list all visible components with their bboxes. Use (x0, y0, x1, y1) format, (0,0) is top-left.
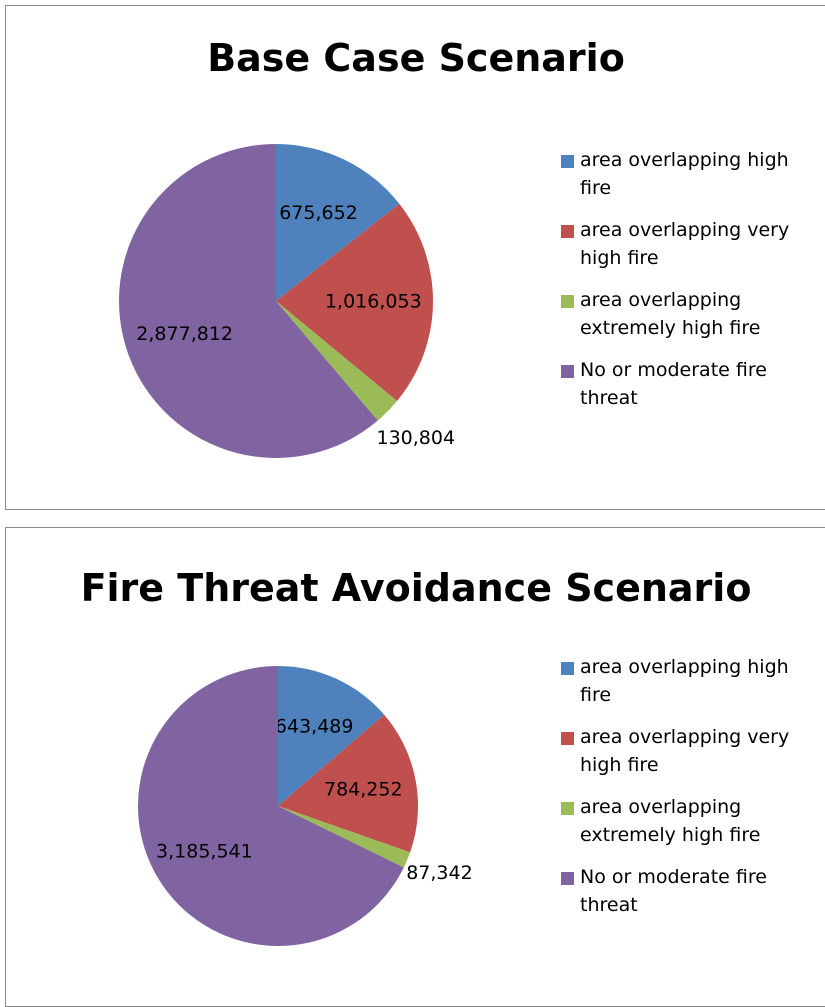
pie-chart: 675,652 1,016,053 130,804 2,877,812 (119, 144, 455, 458)
pie-slice (137, 666, 404, 946)
chart-title: Fire Threat Avoidance Scenario (80, 566, 752, 610)
legend-swatch (561, 295, 574, 308)
legend-label: No or moderate fire threat (580, 866, 767, 916)
legend-swatch (561, 872, 574, 885)
legend-item: No or moderate fire threat (556, 863, 806, 933)
pie-slice (276, 144, 400, 301)
legend-swatch (561, 225, 574, 238)
chart-title: Base Case Scenario (207, 36, 625, 80)
pie-slice (278, 806, 411, 868)
legend-item: area overlapping extremely high fire (556, 286, 806, 356)
pie-slice (276, 301, 398, 421)
legend-label: area overlapping extremely high fire (580, 796, 761, 846)
legend-item: area overlapping very high fire (556, 723, 806, 793)
legend-item: area overlapping high fire (556, 146, 806, 216)
legend-label: No or moderate fire threat (580, 359, 767, 409)
data-label: 3,185,541 (156, 840, 253, 862)
legend-label: area overlapping extremely high fire (580, 289, 761, 339)
legend-item: area overlapping extremely high fire (556, 793, 806, 863)
data-label: 2,877,812 (136, 323, 233, 345)
data-label: 1,016,053 (325, 291, 422, 313)
data-label: 643,489 (275, 716, 354, 738)
data-label: 87,342 (406, 862, 472, 884)
data-label: 675,652 (279, 202, 358, 224)
pie-slice (119, 144, 378, 458)
legend-swatch (561, 732, 574, 745)
legend-swatch (561, 802, 574, 815)
legend: area overlapping high fire area overlappi… (556, 653, 806, 933)
legend-label: area overlapping high fire (580, 656, 789, 706)
legend-label: area overlapping high fire (580, 149, 789, 199)
pie-slice (278, 714, 418, 853)
legend-item: area overlapping very high fire (556, 216, 806, 286)
legend-item: No or moderate fire threat (556, 356, 806, 426)
legend-label: area overlapping very high fire (580, 726, 790, 776)
pie-slice (278, 666, 385, 806)
legend-label: area overlapping very high fire (580, 219, 790, 269)
legend-swatch (561, 662, 574, 675)
data-label: 784,252 (324, 778, 403, 800)
chart-box: 675,652 1,016,053 130,804 2,877,812 Base Cas… (5, 5, 825, 510)
pie-chart: 643,489 784,252 87,342 3,185,541 (137, 666, 473, 946)
pie-slice (276, 203, 433, 402)
data-label: 130,804 (376, 427, 455, 449)
legend: area overlapping high fire area overlappi… (556, 146, 806, 426)
legend-swatch (561, 365, 574, 378)
legend-item: area overlapping high fire (556, 653, 806, 723)
legend-swatch (561, 155, 574, 168)
chart-box: 643,489 784,252 87,342 3,185,541 Fire Threat… (5, 527, 825, 1007)
